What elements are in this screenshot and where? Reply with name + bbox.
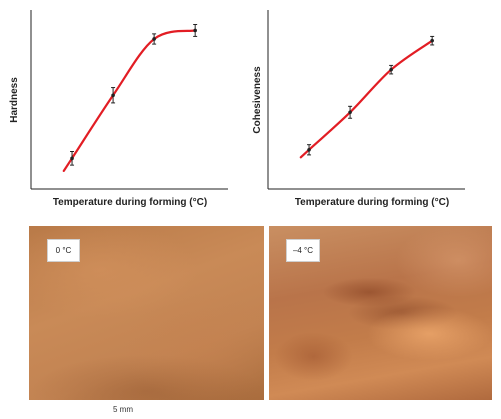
hardness-y-label: Hardness (9, 77, 20, 123)
cohesiveness-marks (299, 35, 435, 159)
cohesiveness-x-label: Temperature during forming (°C) (295, 197, 449, 208)
cohesiveness-data-point (389, 67, 393, 72)
cohesiveness-series-line (299, 39, 434, 159)
cohesiveness-data-point (430, 38, 434, 43)
hardness-data-point (111, 93, 115, 98)
temperature-label-minus4c: –4 °C (286, 239, 320, 262)
cohesiveness-chart: Cohesiveness Temperature during forming … (252, 10, 465, 208)
cohesiveness-data-point (307, 147, 311, 152)
hardness-data-point (193, 28, 197, 33)
cohesiveness-y-label: Cohesiveness (252, 66, 263, 134)
temperature-label-0c: 0 °C (47, 239, 80, 262)
hardness-series-line (62, 29, 197, 172)
hardness-x-label: Temperature during forming (°C) (53, 197, 207, 208)
scale-bar-label: 5 mm (113, 405, 133, 414)
hardness-marks (62, 23, 198, 172)
cohesiveness-data-point (348, 110, 352, 115)
hardness-data-point (70, 156, 74, 161)
hardness-data-point (152, 37, 156, 41)
hardness-chart: Hardness Temperature during forming (°C) (9, 10, 228, 208)
